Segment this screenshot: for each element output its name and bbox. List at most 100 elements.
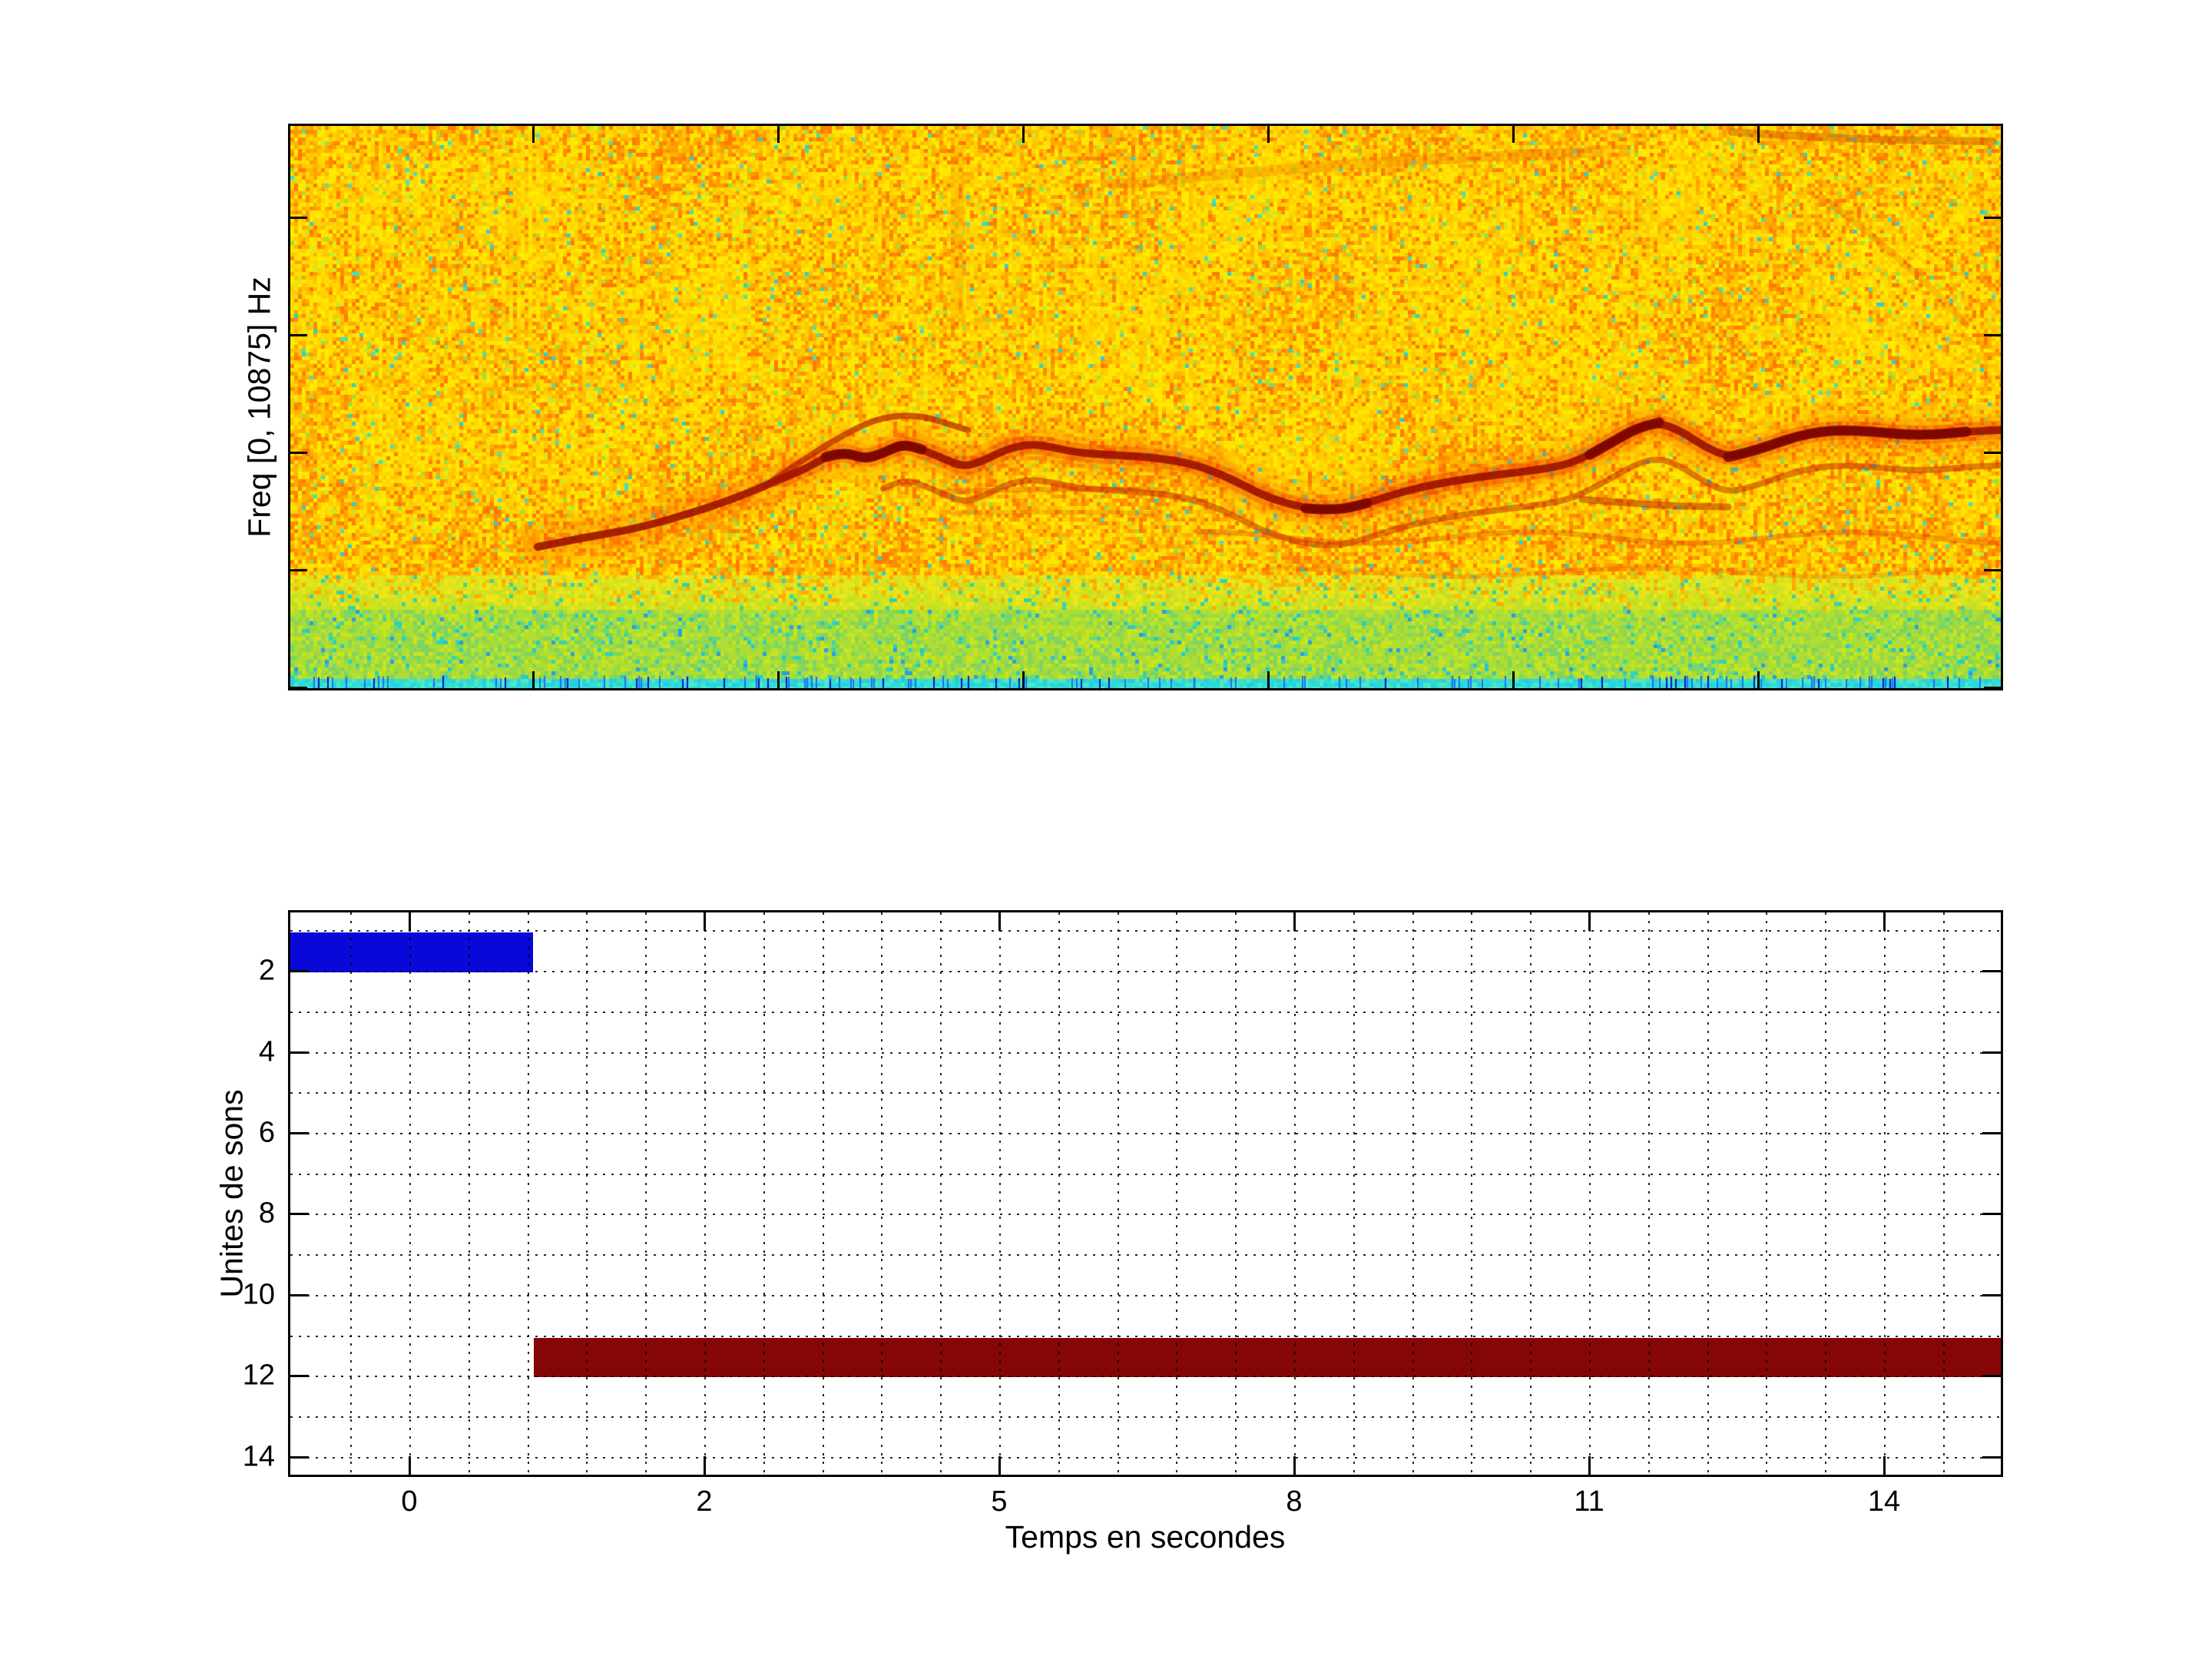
bar-unit-11: [533, 1337, 2001, 1378]
grid-h-8: [290, 1214, 2001, 1216]
spec-x-tick-bottom: [1022, 671, 1025, 688]
x-tick-top: [1883, 912, 1886, 931]
x-tick-label: 5: [991, 1485, 1008, 1518]
y-tick-label: 12: [242, 1359, 275, 1392]
spec-x-tick-top: [532, 126, 535, 143]
grid-v-15: [1294, 912, 1296, 1475]
grid-h-9: [290, 1254, 2001, 1257]
grid-h-2: [290, 971, 2001, 973]
y-tick-label: 8: [258, 1197, 275, 1230]
spec-y-tick-right: [1984, 569, 2001, 571]
grid-v-6: [763, 912, 765, 1475]
grid-v-1: [468, 912, 470, 1475]
x-tick-label: 11: [1574, 1485, 1604, 1518]
spec-x-tick-top: [1512, 126, 1515, 143]
spec-y-tick-left: [290, 334, 307, 336]
y-tick-label: 6: [258, 1116, 275, 1149]
spec-y-tick-left: [290, 217, 307, 219]
grid-h-6: [290, 1132, 2001, 1134]
grid-v-21: [1647, 912, 1650, 1475]
y-tick-left: [290, 1213, 309, 1216]
units-axes: [288, 910, 2003, 1477]
spectrogram-axes: [288, 124, 2003, 690]
grid-v-24: [1825, 912, 1827, 1475]
spec-x-tick-bottom: [777, 671, 780, 688]
y-tick-right: [1982, 1213, 2001, 1216]
grid-v-10: [999, 912, 1001, 1475]
y-tick-left: [290, 970, 309, 973]
bar-unit-1: [290, 932, 533, 973]
y-tick-right: [1982, 1375, 2001, 1378]
spec-x-tick-bottom: [532, 671, 535, 688]
y-tick-label: 2: [258, 954, 275, 987]
y-tick-left: [290, 1131, 309, 1134]
spec-y-tick-right: [1984, 687, 2001, 688]
x-tick-bottom: [1588, 1456, 1591, 1475]
y-tick-right: [1982, 1455, 2001, 1459]
spec-x-tick-bottom: [1757, 671, 1760, 688]
spec-y-tick-left: [290, 452, 307, 454]
grid-h-4: [290, 1051, 2001, 1054]
spec-y-tick-right: [1984, 217, 2001, 219]
grid-v-16: [1353, 912, 1355, 1475]
spec-y-tick-right: [1984, 452, 2001, 454]
grid-h-1: [290, 930, 2001, 932]
x-tick-bottom: [1293, 1456, 1296, 1475]
y-tick-label: 14: [242, 1440, 275, 1473]
y-tick-label: 4: [258, 1035, 275, 1068]
grid-v-2: [527, 912, 529, 1475]
grid-v-26: [1942, 912, 1945, 1475]
grid-v--1: [350, 912, 353, 1475]
spec-x-tick-top: [1022, 126, 1025, 143]
x-tick-label: 14: [1867, 1485, 1901, 1518]
grid-v-7: [822, 912, 824, 1475]
grid-h-13: [290, 1416, 2001, 1418]
y-tick-right: [1982, 1051, 2001, 1054]
x-tick-label: 8: [1286, 1485, 1303, 1518]
x-tick-bottom: [1883, 1456, 1886, 1475]
units-ylabel: Unites de sons: [214, 1089, 250, 1298]
spectrogram-ylabel: Freq [0, 10875] Hz: [241, 276, 277, 538]
spec-x-tick-bottom: [1512, 671, 1515, 688]
grid-v-23: [1766, 912, 1768, 1475]
x-tick-label: 0: [401, 1485, 418, 1518]
grid-h-5: [290, 1092, 2001, 1094]
grid-v-17: [1412, 912, 1414, 1475]
y-tick-label: 10: [242, 1278, 275, 1311]
grid-v-12: [1117, 912, 1119, 1475]
grid-h-14: [290, 1456, 2001, 1459]
x-tick-bottom: [998, 1456, 1001, 1475]
y-tick-left: [290, 1455, 309, 1459]
y-tick-right: [1982, 970, 2001, 973]
grid-v-5: [704, 912, 706, 1475]
y-tick-left: [290, 1293, 309, 1296]
spec-x-tick-top: [1757, 126, 1760, 143]
x-tick-bottom: [409, 1456, 411, 1475]
x-tick-top: [704, 912, 706, 931]
spec-y-tick-left: [290, 687, 307, 688]
units-xlabel: Temps en secondes: [1005, 1519, 1286, 1555]
grid-v-11: [1058, 912, 1060, 1475]
spec-x-tick-bottom: [1267, 671, 1270, 688]
grid-v-0: [409, 912, 411, 1475]
spec-y-tick-left: [290, 569, 307, 571]
grid-v-20: [1589, 912, 1591, 1475]
grid-h-7: [290, 1173, 2001, 1175]
grid-v-13: [1176, 912, 1178, 1475]
grid-v-4: [645, 912, 647, 1475]
y-tick-right: [1982, 1131, 2001, 1134]
x-tick-top: [1293, 912, 1296, 931]
spec-y-tick-right: [1984, 334, 2001, 336]
grid-h-10: [290, 1294, 2001, 1296]
grid-h-3: [290, 1011, 2001, 1013]
x-tick-bottom: [704, 1456, 706, 1475]
x-tick-top: [409, 912, 411, 931]
spectrogram-image: [290, 126, 2001, 688]
grid-v-22: [1707, 912, 1709, 1475]
grid-v-3: [586, 912, 588, 1475]
x-tick-top: [1588, 912, 1591, 931]
grid-v-25: [1884, 912, 1886, 1475]
grid-h-11: [290, 1335, 2001, 1337]
grid-v-19: [1530, 912, 1532, 1475]
